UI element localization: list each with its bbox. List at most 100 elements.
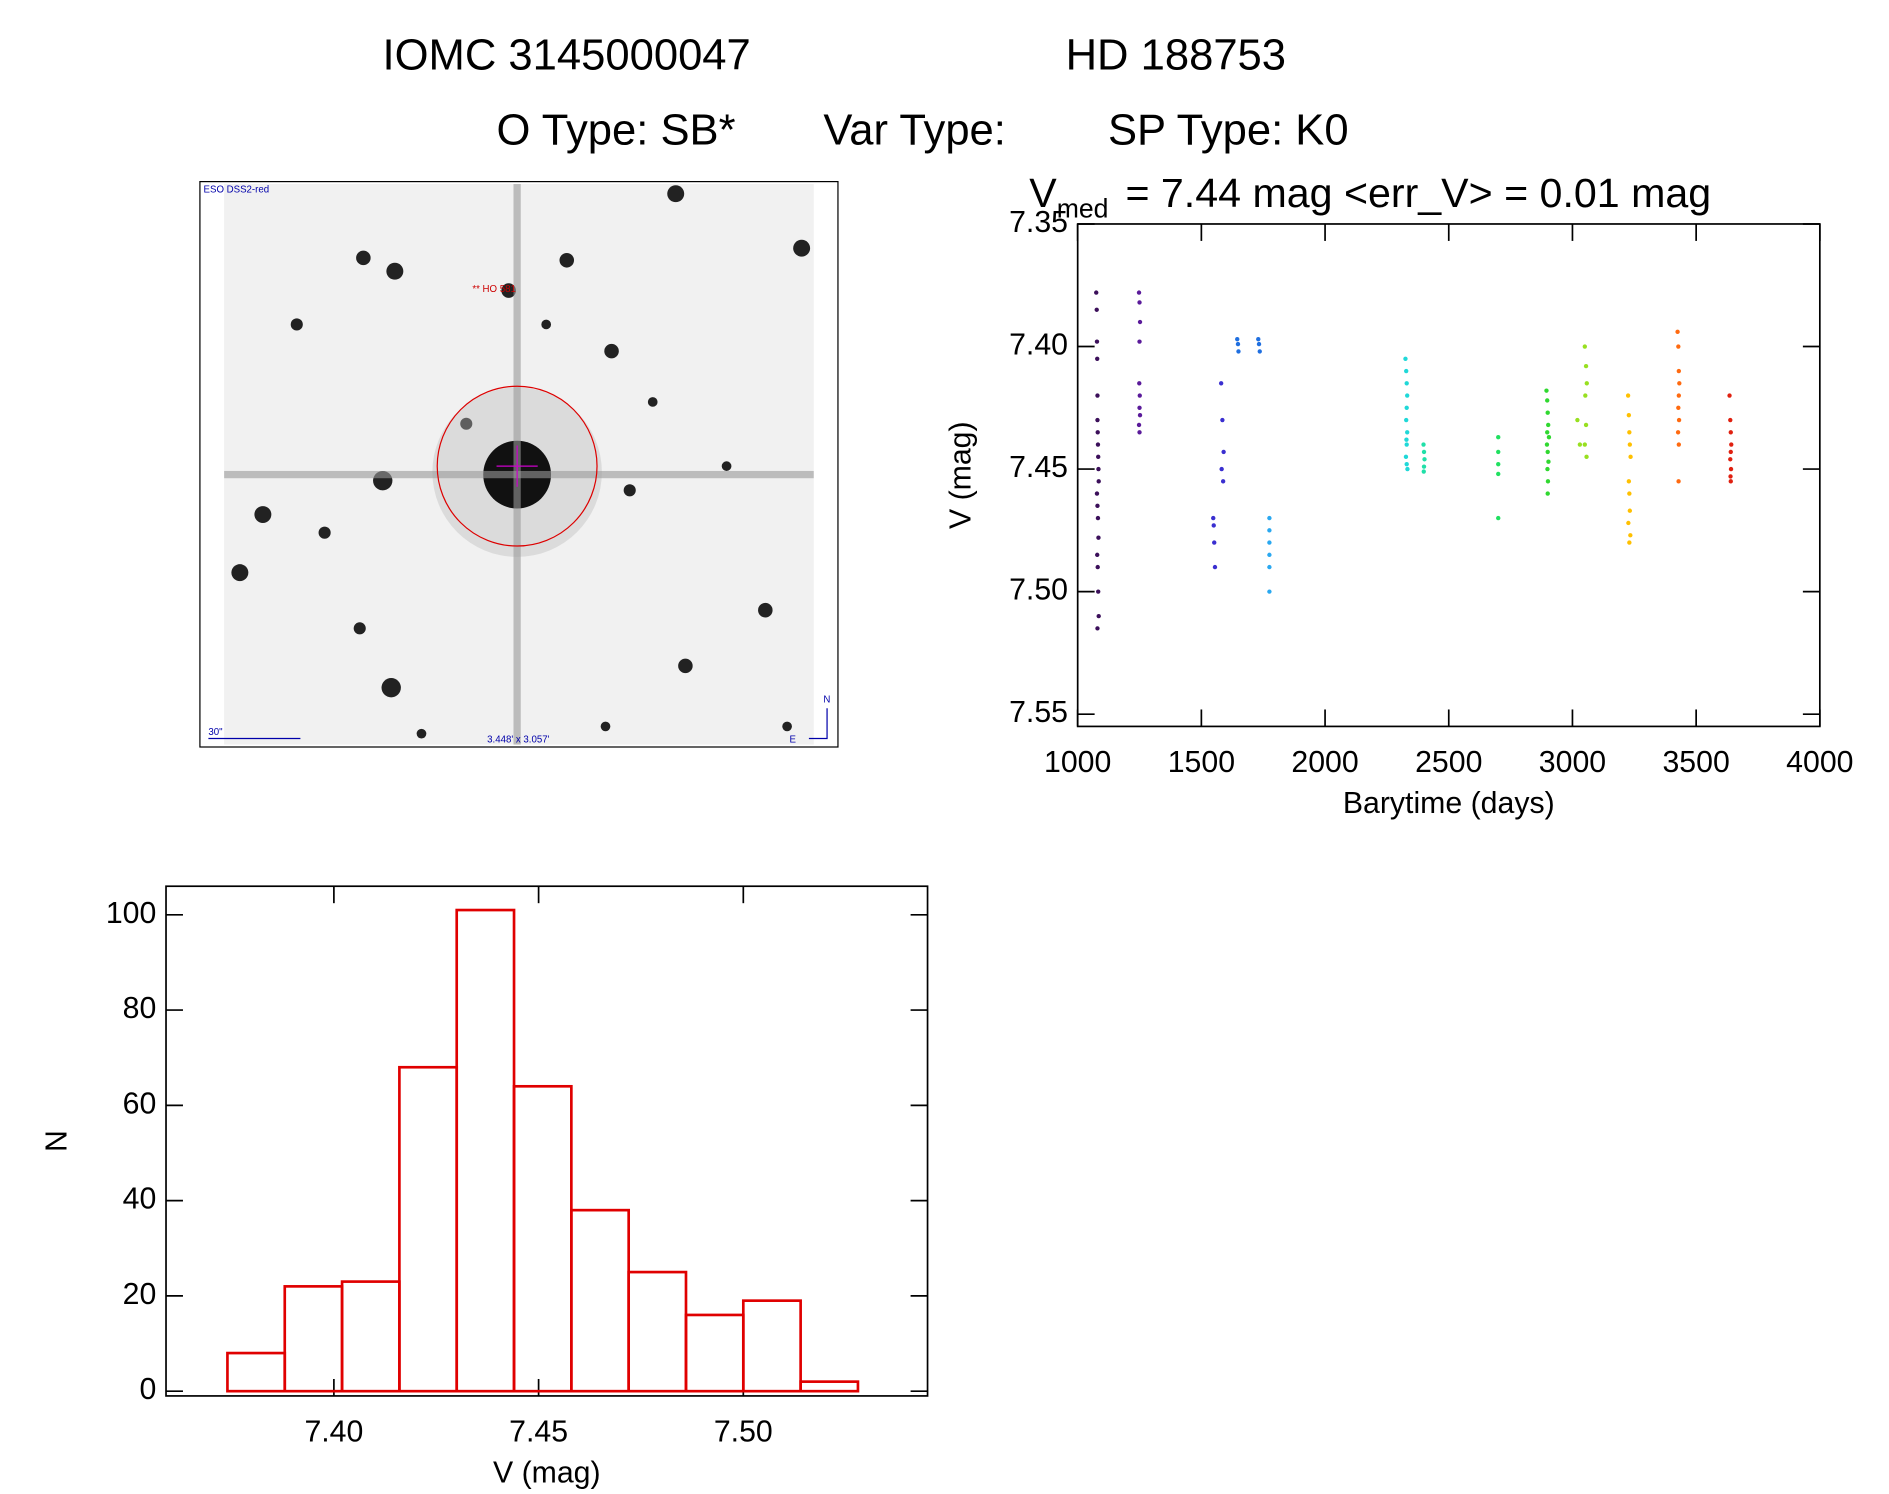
- histogram-bar: [570, 1208, 631, 1393]
- image-label: 3.448' x 3.057': [487, 734, 549, 745]
- x-tick-label: 2000: [1291, 746, 1358, 779]
- data-point: [1575, 417, 1580, 423]
- data-point: [1545, 430, 1550, 435]
- data-point: [1421, 449, 1427, 455]
- data-point: [1583, 422, 1589, 428]
- data-point: [1096, 479, 1101, 484]
- data-point: [1219, 466, 1224, 472]
- var-type: Var Type:: [823, 107, 1005, 155]
- data-point: [1404, 417, 1409, 423]
- data-point: [1546, 459, 1551, 464]
- histogram-bar: [799, 1380, 860, 1393]
- data-point: [1094, 339, 1100, 344]
- data-point: [1627, 491, 1632, 496]
- data-point: [1267, 589, 1272, 594]
- data-point: [1727, 393, 1732, 398]
- data-point: [1218, 381, 1224, 386]
- image-label: ** HO 581: [472, 284, 516, 295]
- data-point: [1137, 339, 1142, 344]
- y-tick-label: 7.35: [1009, 206, 1068, 239]
- data-point: [1095, 515, 1101, 521]
- data-point: [1235, 336, 1240, 342]
- data-point: [1137, 319, 1143, 325]
- data-point: [1137, 412, 1143, 418]
- data-point: [1729, 442, 1734, 447]
- data-point: [1094, 491, 1100, 496]
- data-point: [1728, 466, 1734, 472]
- data-point: [1728, 449, 1733, 455]
- title-sub: med: [1057, 194, 1109, 224]
- histogram-bar: [398, 1065, 459, 1393]
- histogram-bar: [283, 1285, 344, 1393]
- data-point: [1221, 449, 1226, 455]
- data-point: [1404, 368, 1409, 374]
- data-point: [1583, 363, 1589, 369]
- title-rest: = 7.44 mag <err_V> = 0.01 mag: [1125, 170, 1711, 216]
- data-point: [1404, 461, 1409, 467]
- histogram-bar: [340, 1280, 401, 1393]
- data-point: [1404, 442, 1409, 447]
- data-point: [1095, 552, 1100, 558]
- x-tick-label: 4000: [1786, 746, 1853, 779]
- data-point: [1626, 520, 1631, 526]
- data-point: [1096, 454, 1101, 459]
- data-point: [1137, 300, 1142, 305]
- y-tick-label: 7.55: [1009, 696, 1068, 729]
- y-tick-label: 20: [123, 1278, 157, 1311]
- data-point: [1728, 457, 1733, 462]
- data-point: [1256, 336, 1261, 342]
- data-point: [1095, 442, 1101, 447]
- data-point: [1582, 442, 1587, 447]
- data-point: [1422, 457, 1427, 462]
- data-point: [1212, 564, 1218, 570]
- x-tick-label: 3000: [1539, 746, 1606, 779]
- y-tick-label: 7.50: [1009, 574, 1068, 607]
- data-point: [1096, 466, 1101, 472]
- x-axis-label: Barytime (days): [1343, 787, 1555, 820]
- data-point: [1728, 430, 1733, 435]
- data-point: [1421, 442, 1426, 447]
- data-point: [1403, 356, 1408, 361]
- data-point: [1628, 533, 1633, 538]
- data-point: [1627, 442, 1633, 447]
- data-point: [1095, 430, 1100, 435]
- data-point: [1496, 435, 1501, 440]
- data-point: [1675, 329, 1680, 334]
- data-point: [1267, 552, 1272, 558]
- x-tick-label: 7.45: [509, 1415, 568, 1448]
- y-tick-label: 0: [140, 1373, 157, 1406]
- data-point: [1405, 430, 1410, 435]
- data-point: [1211, 523, 1216, 528]
- data-point: [1267, 528, 1272, 533]
- y-tick-label: 7.40: [1009, 329, 1068, 362]
- data-point: [1583, 393, 1588, 398]
- data-point: [1095, 417, 1100, 423]
- sky-image: [199, 180, 839, 748]
- data-point: [1235, 341, 1241, 347]
- data-point: [1256, 341, 1262, 347]
- data-point: [1545, 479, 1551, 484]
- data-point: [1676, 417, 1682, 423]
- x-tick-label: 2500: [1415, 746, 1482, 779]
- data-point: [1627, 508, 1633, 513]
- x-tick-label: 1000: [1044, 746, 1111, 779]
- object-name: HD 188753: [1066, 32, 1286, 80]
- histogram-bar: [512, 1084, 573, 1393]
- data-point: [1405, 466, 1410, 472]
- y-tick-label: 40: [123, 1183, 157, 1216]
- data-point: [1496, 449, 1501, 455]
- data-point: [1582, 344, 1587, 349]
- object-type: O Type: SB*: [497, 107, 736, 155]
- data-point: [1676, 405, 1681, 410]
- data-point: [1728, 474, 1733, 479]
- data-point: [1137, 430, 1142, 435]
- y-tick-label: 7.45: [1009, 451, 1068, 484]
- data-point: [1496, 515, 1501, 521]
- data-point: [1545, 491, 1550, 496]
- plot-frame: [165, 885, 929, 1397]
- histogram-bar: [627, 1270, 688, 1393]
- data-point: [1496, 471, 1501, 477]
- data-point: [1136, 422, 1142, 428]
- data-point: [1676, 344, 1681, 349]
